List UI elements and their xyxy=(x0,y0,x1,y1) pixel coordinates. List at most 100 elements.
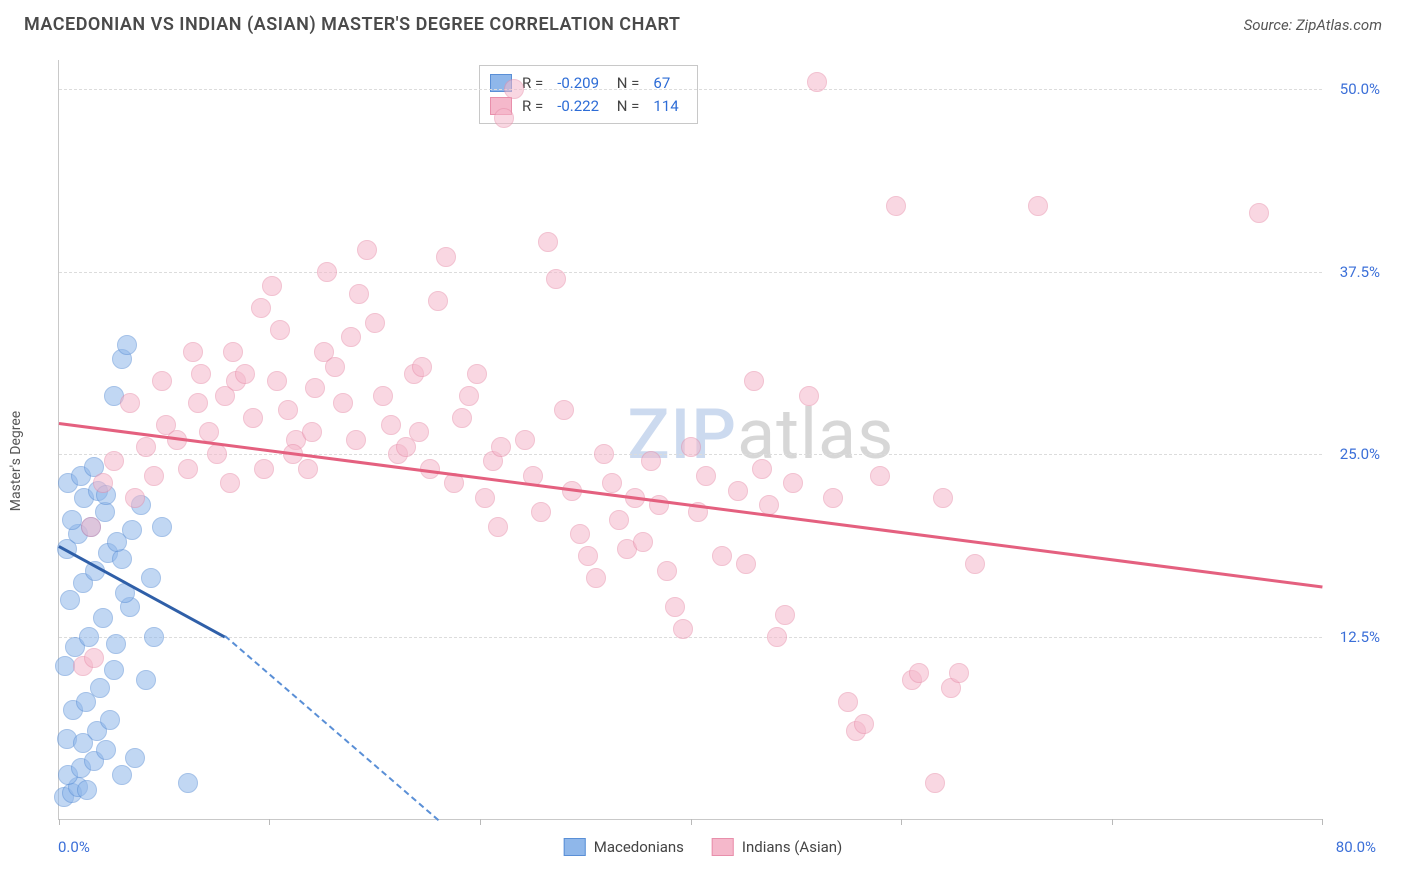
data-point xyxy=(125,748,145,768)
data-point xyxy=(278,400,298,420)
plot-area: ZIPatlas R = -0.209 N = 67 R = -0.222 N … xyxy=(58,60,1322,820)
data-point xyxy=(100,710,120,730)
data-point xyxy=(365,313,385,333)
data-point xyxy=(488,517,508,537)
trend-line-extrapolated xyxy=(224,635,438,820)
data-point xyxy=(752,459,772,479)
data-point xyxy=(144,627,164,647)
data-point xyxy=(459,386,479,406)
data-point xyxy=(191,364,211,384)
chart-title: MACEDONIAN VS INDIAN (ASIAN) MASTER'S DE… xyxy=(24,14,680,35)
x-tick xyxy=(59,819,60,825)
data-point xyxy=(77,780,97,800)
data-point xyxy=(491,437,511,457)
data-point xyxy=(235,364,255,384)
data-point xyxy=(188,393,208,413)
data-point xyxy=(578,546,598,566)
y-tick-label: 25.0% xyxy=(1340,445,1380,463)
data-point xyxy=(823,488,843,508)
y-tick-label: 50.0% xyxy=(1340,80,1380,98)
data-point xyxy=(152,517,172,537)
data-point xyxy=(681,437,701,457)
data-point xyxy=(333,393,353,413)
gridline xyxy=(59,272,1322,273)
data-point xyxy=(467,364,487,384)
data-point xyxy=(117,335,137,355)
data-point xyxy=(657,561,677,581)
data-point xyxy=(949,663,969,683)
data-point xyxy=(633,532,653,552)
data-point xyxy=(104,451,124,471)
data-point xyxy=(546,269,566,289)
data-point xyxy=(381,415,401,435)
data-point xyxy=(373,386,393,406)
x-tick xyxy=(480,819,481,825)
data-point xyxy=(594,444,614,464)
x-tick xyxy=(1112,819,1113,825)
data-point xyxy=(120,393,140,413)
chart-header: MACEDONIAN VS INDIAN (ASIAN) MASTER'S DE… xyxy=(0,0,1406,45)
data-point xyxy=(254,459,274,479)
data-point xyxy=(504,79,524,99)
data-point xyxy=(112,765,132,785)
data-point xyxy=(251,298,271,318)
data-point xyxy=(346,430,366,450)
data-point xyxy=(152,371,172,391)
stats-row-indians: R = -0.222 N = 114 xyxy=(490,95,683,118)
data-point xyxy=(267,371,287,391)
data-point xyxy=(262,276,282,296)
data-point xyxy=(783,473,803,493)
data-point xyxy=(775,605,795,625)
data-point xyxy=(270,320,290,340)
data-point xyxy=(199,422,219,442)
legend-label-indians: Indians (Asian) xyxy=(742,838,842,856)
x-axis-max-label: 80.0% xyxy=(1336,838,1376,856)
data-point xyxy=(62,510,82,530)
data-point xyxy=(452,408,472,428)
data-point xyxy=(925,773,945,793)
data-point xyxy=(728,481,748,501)
data-point xyxy=(436,247,456,267)
data-point xyxy=(144,466,164,486)
data-point xyxy=(515,430,535,450)
y-axis-label: Master's Degree xyxy=(8,411,24,511)
data-point xyxy=(799,386,819,406)
data-point xyxy=(933,488,953,508)
data-point xyxy=(909,663,929,683)
legend-item-indians: Indians (Asian) xyxy=(712,838,842,856)
legend-swatch-indians xyxy=(712,838,734,856)
data-point xyxy=(81,517,101,537)
data-point xyxy=(1028,196,1048,216)
data-point xyxy=(602,473,622,493)
data-point xyxy=(554,400,574,420)
data-point xyxy=(106,634,126,654)
data-point xyxy=(84,648,104,668)
data-point xyxy=(183,342,203,362)
data-point xyxy=(494,108,514,128)
data-point xyxy=(243,408,263,428)
data-point xyxy=(412,357,432,377)
data-point xyxy=(178,773,198,793)
legend-label-macedonians: Macedonians xyxy=(594,838,684,856)
data-point xyxy=(586,568,606,588)
y-tick-label: 37.5% xyxy=(1340,263,1380,281)
data-point xyxy=(305,378,325,398)
x-tick xyxy=(269,819,270,825)
n-value-indians: 114 xyxy=(649,95,682,118)
y-tick-label: 12.5% xyxy=(1340,628,1380,646)
data-point xyxy=(673,619,693,639)
data-point xyxy=(475,488,495,508)
data-point xyxy=(207,444,227,464)
data-point xyxy=(90,678,110,698)
legend-swatch-macedonians xyxy=(564,838,586,856)
data-point xyxy=(298,459,318,479)
data-point xyxy=(302,422,322,442)
data-point xyxy=(838,692,858,712)
data-point xyxy=(341,327,361,347)
data-point xyxy=(79,627,99,647)
n-value-macedonians: 67 xyxy=(649,72,674,95)
data-point xyxy=(93,473,113,493)
data-point xyxy=(531,502,551,522)
data-point xyxy=(178,459,198,479)
data-point xyxy=(325,357,345,377)
